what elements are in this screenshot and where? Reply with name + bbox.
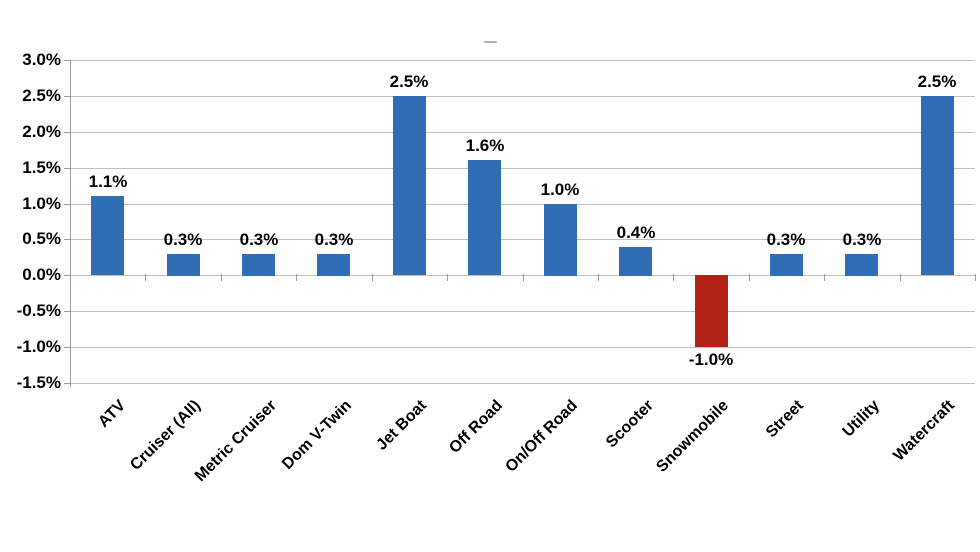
y-axis-tick (64, 275, 70, 276)
y-axis-tick-label: 1.0% (22, 194, 61, 213)
gridline (70, 383, 975, 384)
gridline (70, 311, 975, 312)
y-axis-tick (64, 239, 70, 240)
value-label-scooter: 0.4% (616, 223, 656, 242)
category-axis-tick (145, 274, 146, 282)
value-label-jet-boat: 2.5% (389, 72, 429, 91)
y-axis-tick (64, 132, 70, 133)
category-label-jet-boat: Jet Boat (373, 397, 431, 454)
gridline (70, 96, 975, 97)
category-axis-tick (975, 274, 976, 282)
category-axis-tick (749, 274, 750, 282)
y-axis-tick (64, 96, 70, 97)
gridline (70, 132, 975, 133)
y-axis-tick (64, 347, 70, 348)
category-label-metric-cruiser: Metric Cruiser (191, 397, 281, 486)
y-axis-tick (64, 168, 70, 169)
category-axis-tick (70, 274, 71, 282)
category-label-snowmobile: Snowmobile (653, 397, 733, 476)
y-axis-tick-label: 2.5% (22, 86, 61, 105)
bar-jet-boat (393, 96, 426, 275)
bar-snowmobile (695, 275, 728, 347)
bar-watercraft (921, 96, 954, 275)
category-axis-tick (824, 274, 825, 282)
y-axis-tick (64, 383, 70, 384)
bar-dom-v-twin (317, 254, 350, 276)
value-label-dom-v-twin: 0.3% (314, 230, 354, 249)
bar-atv (91, 196, 124, 275)
value-label-metric-cruiser: 0.3% (239, 230, 279, 249)
value-label-off-road: 1.6% (465, 136, 505, 155)
category-label-watercraft: Watercraft (890, 397, 959, 465)
category-label-cruiser-all: Cruiser (All) (127, 397, 205, 474)
category-axis-tick (900, 274, 901, 282)
y-axis-tick (64, 311, 70, 312)
y-axis-tick (64, 204, 70, 205)
gridline (70, 60, 975, 61)
y-axis-tick-label: -1.0% (16, 337, 61, 356)
category-label-off-road: Off Road (446, 397, 507, 457)
category-axis-tick (296, 274, 297, 282)
category-axis-tick (372, 274, 373, 282)
category-label-utility: Utility (839, 397, 884, 441)
value-label-on-off-road: 1.0% (540, 180, 580, 199)
gridline (70, 204, 975, 205)
bar-metric-cruiser (242, 254, 275, 276)
bar-on-off-road (544, 204, 577, 276)
y-axis-tick-label: 0.0% (22, 265, 61, 284)
value-label-snowmobile: -1.0% (688, 350, 734, 369)
bar-street (770, 254, 803, 276)
category-axis-tick (523, 274, 524, 282)
y-axis-tick-label: 2.0% (22, 122, 61, 141)
value-label-watercraft: 2.5% (917, 72, 957, 91)
y-axis-tick-label: 1.5% (22, 158, 61, 177)
y-axis-tick (64, 60, 70, 61)
bar-scooter (619, 247, 652, 276)
category-axis-tick (598, 274, 599, 282)
gridline (70, 275, 975, 276)
category-label-on-off-road: On/Off Road (502, 397, 582, 476)
category-axis-tick (673, 274, 674, 282)
category-axis-tick (447, 274, 448, 282)
y-axis-tick-label: -1.5% (16, 373, 61, 392)
y-axis-line (70, 60, 71, 387)
y-axis-tick-label: 3.0% (22, 50, 61, 69)
category-label-scooter: Scooter (602, 397, 658, 452)
bar-cruiser-all (167, 254, 200, 276)
gridline (70, 347, 975, 348)
artifact-dash (484, 41, 497, 43)
gridline (70, 168, 975, 169)
bar-off-road (468, 160, 501, 275)
value-label-atv: 1.1% (88, 172, 128, 191)
value-label-cruiser-all: 0.3% (163, 230, 203, 249)
category-label-dom-v-twin: Dom V-Twin (279, 397, 356, 473)
y-axis-tick-label: -0.5% (16, 301, 61, 320)
bar-utility (845, 254, 878, 276)
category-axis-tick (221, 274, 222, 282)
value-label-street: 0.3% (766, 230, 806, 249)
gridline (70, 239, 975, 240)
category-label-street: Street (762, 397, 808, 442)
y-axis-tick-label: 0.5% (22, 229, 61, 248)
value-label-utility: 0.3% (842, 230, 882, 249)
